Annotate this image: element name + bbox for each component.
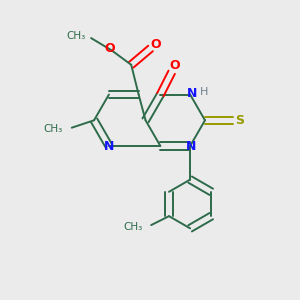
Text: O: O xyxy=(169,59,180,72)
Text: N: N xyxy=(185,140,196,153)
Text: H: H xyxy=(200,87,208,97)
Text: CH₃: CH₃ xyxy=(67,31,86,41)
Text: CH₃: CH₃ xyxy=(124,222,143,232)
Text: O: O xyxy=(104,42,115,55)
Text: N: N xyxy=(104,140,115,153)
Text: O: O xyxy=(150,38,160,51)
Text: N: N xyxy=(186,87,197,100)
Text: S: S xyxy=(235,114,244,127)
Text: CH₃: CH₃ xyxy=(44,124,63,134)
